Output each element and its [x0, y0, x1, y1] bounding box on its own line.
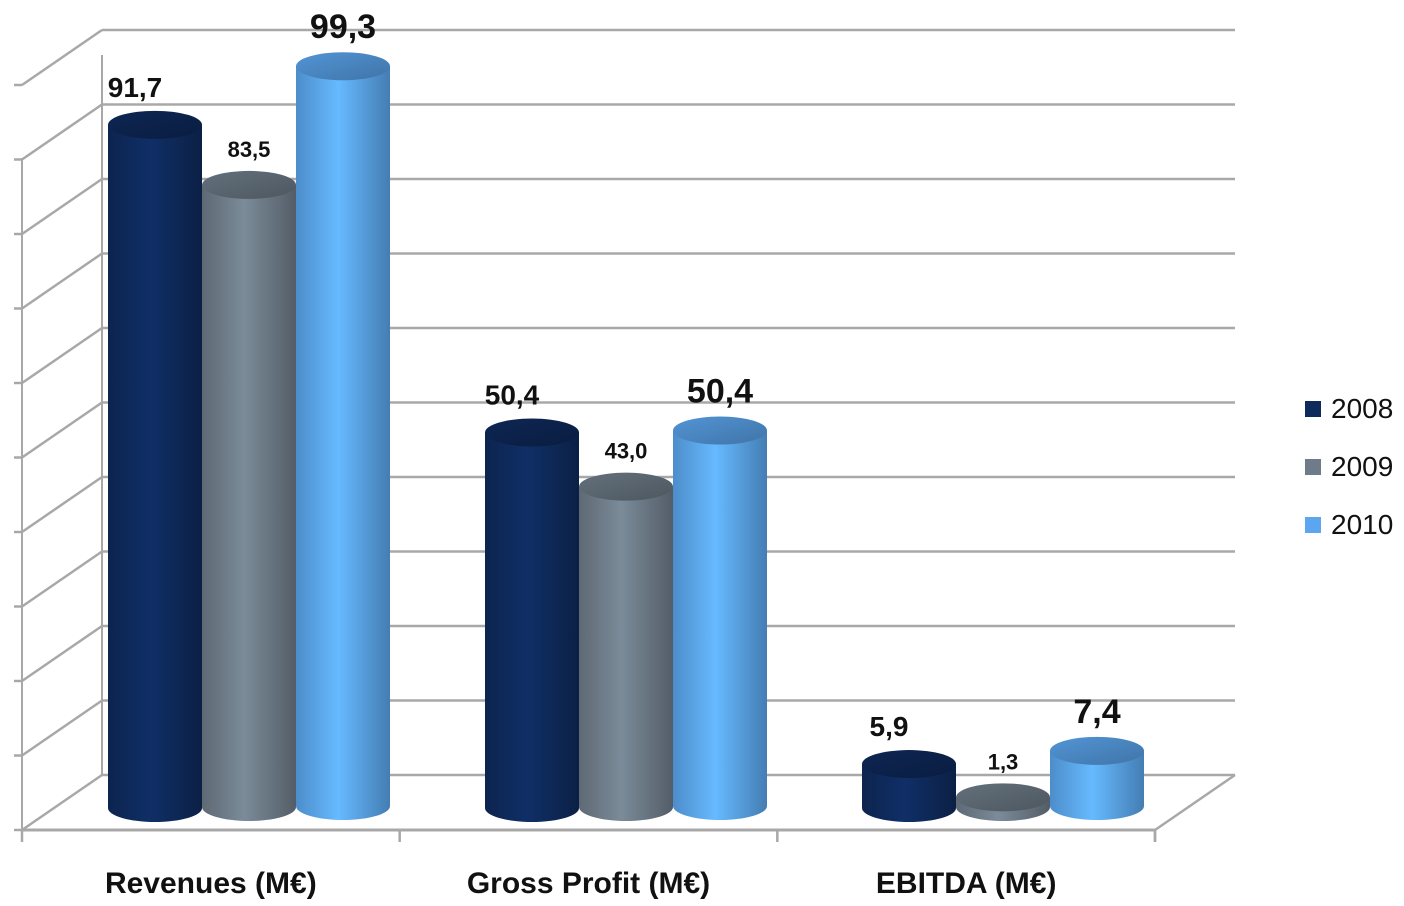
legend-swatch: [1305, 401, 1321, 417]
bar-body: [108, 124, 202, 822]
gridline-side: [21, 475, 103, 534]
bar-body: [485, 432, 579, 822]
bar-2009-0: [202, 170, 296, 822]
category-label: Revenues (M€): [105, 867, 317, 900]
bar-2010-1: [673, 416, 767, 820]
gridline-side: [21, 326, 103, 385]
axes: [14, 83, 1236, 842]
data-label: 83,5: [228, 137, 271, 162]
floor-edge: [1154, 773, 1236, 832]
bar-2008-0: [108, 110, 202, 822]
bar-body: [579, 486, 673, 821]
category-label: Gross Profit (M€): [467, 867, 710, 900]
gridline-side: [21, 252, 103, 310]
gridline-side: [21, 624, 103, 683]
data-label: 1,3: [988, 749, 1019, 774]
data-label: 91,7: [108, 72, 163, 103]
chart-walls: [21, 55, 103, 830]
bar-2010-2: [1050, 736, 1144, 820]
data-label: 43,0: [605, 439, 648, 464]
bar-top: [862, 750, 956, 779]
gridline-side: [21, 550, 103, 608]
data-label: 50,4: [687, 373, 753, 411]
bar-body: [862, 764, 956, 822]
bars: [108, 52, 1144, 822]
bar-body: [1050, 750, 1144, 820]
legend-item-2009: 2009: [1305, 438, 1393, 496]
data-label: 50,4: [485, 380, 540, 411]
legend-item-2010: 2010: [1305, 496, 1393, 554]
bar-top: [673, 416, 767, 445]
bar-top: [956, 783, 1050, 812]
category-label: EBITDA (M€): [876, 867, 1057, 900]
bar-2010-0: [296, 52, 390, 821]
bar-2009-2: [956, 783, 1050, 821]
data-label: 7,4: [1073, 693, 1120, 731]
gridline-side: [21, 28, 103, 87]
bar-top: [202, 170, 296, 199]
bar-body: [202, 184, 296, 822]
bar-2009-1: [579, 472, 673, 821]
legend-label: 2010: [1331, 509, 1394, 540]
gridline-side: [21, 103, 103, 161]
bar-top: [1050, 736, 1144, 765]
data-label: 5,9: [870, 711, 909, 742]
bar-top: [579, 472, 673, 501]
bar-2008-1: [485, 418, 579, 822]
gridline-side: [21, 401, 103, 459]
gridline-side: [21, 177, 103, 236]
bar-top: [108, 110, 202, 139]
legend: 2008 2009 2010: [1305, 380, 1393, 554]
legend-swatch: [1305, 517, 1321, 533]
data-labels: 91,7 83,5 99,3 50,4 43,0 50,4 5,9 1,3 7,4: [108, 8, 1121, 774]
gridline-side: [21, 773, 103, 832]
legend-label: 2008: [1331, 393, 1394, 424]
bar-top: [485, 418, 579, 447]
legend-swatch: [1305, 459, 1321, 475]
gridline-side: [21, 699, 103, 757]
category-labels: Revenues (M€) Gross Profit (M€) EBITDA (M€…: [105, 867, 1056, 900]
data-label: 99,3: [310, 8, 376, 46]
legend-item-2008: 2008: [1305, 380, 1393, 438]
bar-top: [296, 52, 390, 81]
bar-2008-2: [862, 750, 956, 822]
legend-label: 2009: [1331, 451, 1394, 482]
bar-body: [673, 430, 767, 820]
bar-body: [296, 66, 390, 821]
